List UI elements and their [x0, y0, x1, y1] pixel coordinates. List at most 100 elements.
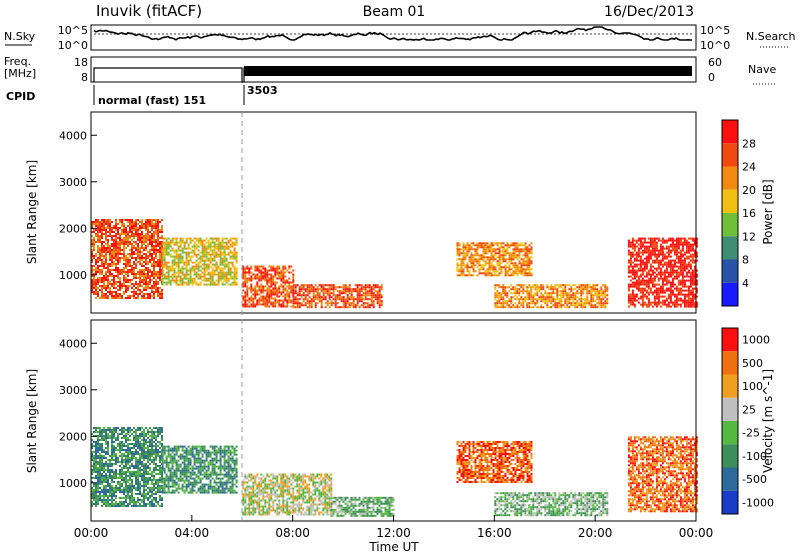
echo-cell	[488, 248, 491, 251]
echo-cell	[639, 257, 642, 260]
echo-cell	[528, 298, 531, 301]
echo-cell	[286, 281, 289, 284]
echo-cell	[145, 245, 147, 247]
echo-cell	[520, 290, 523, 293]
echo-cell	[695, 269, 698, 272]
echo-cell	[119, 245, 121, 247]
echo-cell	[117, 289, 119, 291]
echo-cell	[125, 267, 127, 269]
echo-cell	[508, 270, 511, 273]
echo-cell	[639, 239, 642, 242]
echo-cell	[103, 501, 105, 503]
echo-cell	[163, 237, 166, 240]
echo-cell	[157, 265, 159, 267]
echo-cell	[606, 290, 609, 293]
echo-cell	[346, 290, 349, 293]
echo-cell	[197, 245, 200, 248]
echo-cell	[528, 250, 531, 253]
echo-cell	[278, 305, 281, 308]
echo-cell	[673, 245, 676, 248]
echo-cell	[631, 283, 634, 286]
echo-cell	[233, 283, 236, 286]
echo-cell	[466, 244, 469, 247]
echo-cell	[127, 265, 129, 267]
echo-cell	[179, 255, 182, 258]
echo-cell	[129, 503, 131, 505]
echo-cell	[466, 248, 469, 251]
echo-cell	[661, 249, 664, 252]
echo-cell	[199, 239, 202, 242]
echo-cell	[155, 275, 157, 277]
echo-cell	[115, 235, 117, 237]
echo-cell	[107, 221, 109, 223]
echo-cell	[225, 243, 228, 246]
echo-cell	[526, 258, 529, 261]
echo-cell	[268, 277, 271, 280]
echo-cell	[643, 245, 646, 248]
echo-cell	[530, 292, 533, 295]
echo-cell	[131, 225, 133, 227]
echo-cell	[649, 269, 652, 272]
echo-cell	[693, 277, 696, 280]
echo-cell	[342, 290, 345, 293]
echo-cell	[486, 252, 489, 255]
echo-cell	[127, 469, 129, 471]
echo-cell	[322, 288, 325, 291]
echo-cell	[95, 497, 97, 499]
echo-cell	[105, 233, 107, 235]
echo-cell	[171, 239, 174, 242]
echo-cell	[673, 259, 676, 262]
echo-cell	[627, 287, 630, 290]
echo-cell	[667, 239, 670, 242]
echo-cell	[133, 267, 135, 269]
echo-cell	[464, 256, 467, 259]
echo-cell	[572, 288, 575, 291]
echo-cell	[95, 461, 97, 463]
echo-cell	[129, 265, 131, 267]
echo-cell	[129, 443, 131, 445]
echo-cell	[514, 264, 517, 267]
echo-cell	[494, 296, 497, 299]
echo-cell	[91, 501, 93, 503]
echo-cell	[107, 485, 109, 487]
echo-cell	[133, 485, 135, 487]
echo-cell	[260, 303, 263, 306]
echo-cell	[518, 272, 521, 275]
echo-cell	[286, 295, 289, 298]
echo-cell	[147, 251, 149, 253]
echo-cell	[121, 501, 123, 503]
echo-cell	[366, 292, 369, 295]
echo-cell	[635, 245, 638, 248]
echo-cell	[330, 284, 333, 287]
echo-cell	[322, 294, 325, 297]
echo-cell	[99, 463, 101, 465]
echo-cell	[510, 284, 513, 287]
echo-cell	[135, 297, 137, 299]
echo-cell	[189, 269, 192, 272]
echo-cell	[203, 249, 206, 252]
echo-cell	[121, 221, 123, 223]
echo-cell	[163, 257, 166, 260]
echo-cell	[681, 259, 684, 262]
echo-cell	[270, 275, 273, 278]
echo-cell	[268, 299, 271, 302]
echo-cell	[123, 431, 125, 433]
echo-cell	[91, 473, 93, 475]
echo-cell	[111, 437, 113, 439]
echo-cell	[276, 277, 279, 280]
echo-cell	[179, 279, 182, 282]
echo-cell	[101, 225, 103, 227]
echo-cell	[478, 268, 481, 271]
echo-cell	[221, 259, 224, 262]
echo-cell	[528, 264, 531, 267]
echo-cell	[582, 304, 585, 307]
echo-cell	[380, 294, 383, 297]
echo-cell	[151, 285, 153, 287]
echo-cell	[159, 261, 161, 263]
echo-cell	[117, 227, 119, 229]
echo-cell	[681, 275, 684, 278]
echo-cell	[588, 286, 591, 289]
echo-cell	[502, 302, 505, 305]
echo-cell	[213, 249, 216, 252]
echo-cell	[115, 487, 117, 489]
